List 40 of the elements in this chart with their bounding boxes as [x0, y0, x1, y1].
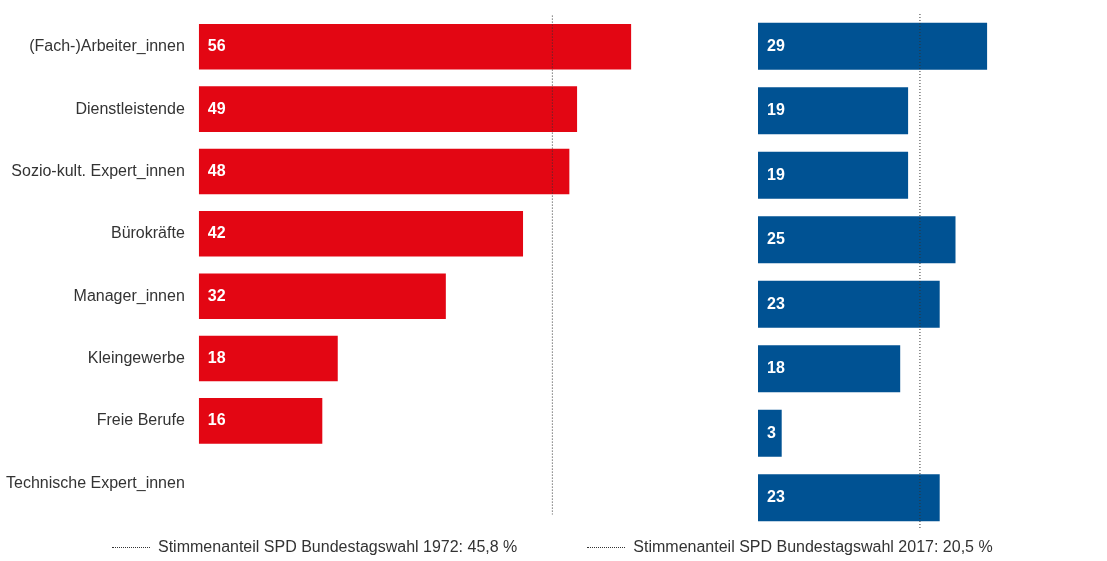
- bar: [758, 22, 988, 70]
- legend-label: Stimmenanteil SPD Bundestagswahl 1972: 45,8 %: [158, 538, 518, 556]
- bar: [758, 87, 909, 135]
- bar: [758, 474, 940, 522]
- data-label: 25: [767, 230, 785, 248]
- y-tick-label: Freie Berufe: [96, 411, 185, 429]
- data-label: 19: [767, 101, 785, 119]
- data-label: 16: [207, 411, 226, 429]
- legend-label: Stimmenanteil SPD Bundestagswahl 2017: 20,5 %: [633, 538, 993, 556]
- y-tick-label: Kleingewerbe: [87, 348, 185, 366]
- data-label: 23: [767, 488, 785, 506]
- data-label: 18: [207, 348, 226, 366]
- y-tick-label: Manager_innen: [73, 286, 185, 305]
- y-tick-label: Sozio-kult. Expert_innen: [11, 161, 185, 180]
- bar: [758, 280, 940, 328]
- bar: [758, 409, 782, 457]
- bar: [198, 148, 570, 195]
- data-label: 29: [767, 36, 785, 54]
- data-label: 56: [207, 37, 226, 55]
- y-tick-label: (Fach-)Arbeiter_innen: [29, 37, 185, 56]
- bar: [198, 24, 632, 70]
- data-label: 42: [207, 224, 226, 242]
- data-label: 19: [767, 165, 785, 183]
- data-label: 48: [207, 161, 226, 179]
- bar: [758, 345, 901, 393]
- bar: [198, 86, 578, 132]
- data-label: 49: [207, 99, 226, 117]
- bar: [758, 216, 956, 264]
- data-label: 32: [207, 286, 226, 304]
- y-tick-label: Dienstleistende: [75, 99, 185, 117]
- data-label: 23: [767, 294, 785, 312]
- bar: [198, 273, 446, 319]
- data-label: 3: [767, 423, 776, 441]
- bar: [198, 398, 323, 444]
- bar: [758, 151, 909, 199]
- data-label: 18: [767, 359, 785, 377]
- bar: [198, 335, 338, 382]
- y-tick-label: Bürokräfte: [110, 224, 185, 242]
- y-tick-label: Technische Expert_innen: [6, 473, 185, 492]
- bar: [198, 211, 524, 257]
